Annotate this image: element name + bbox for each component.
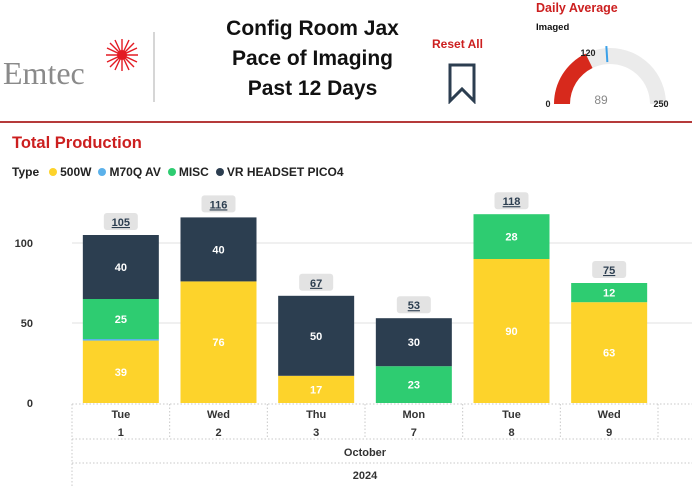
total-label: 67: [310, 278, 322, 290]
data-label: 12: [603, 288, 615, 300]
reset-all-button[interactable]: Reset All: [432, 37, 483, 51]
legend-item-vr-headset[interactable]: VR HEADSET PICO4: [215, 165, 344, 179]
title-line-2: Pace of Imaging: [231, 47, 394, 70]
header-divider: [153, 32, 155, 102]
total-label: 116: [210, 199, 228, 211]
bar-segment: [82, 340, 159, 403]
gauge-fill: [554, 53, 593, 104]
total-badge: [201, 195, 236, 213]
x-day-name-label: Wed: [207, 409, 230, 421]
x-day-name-label: Mon: [403, 409, 426, 421]
bar-segment: [375, 318, 452, 367]
bar-segment: [571, 302, 648, 403]
page-title: Config Room Jax Pace of Imaging Past 12 …: [190, 14, 435, 104]
total-production-chart: 0501003925401057640116175067233053902811…: [15, 192, 692, 487]
bar-segment: [82, 339, 159, 341]
bar-segment: [571, 283, 648, 303]
y-tick-label: 0: [27, 398, 33, 410]
data-label: 40: [115, 262, 127, 274]
bar-segment: [82, 299, 159, 339]
data-label: 30: [408, 337, 420, 349]
data-label: 50: [310, 331, 322, 343]
total-badge: [592, 261, 627, 278]
total-label: 105: [112, 217, 130, 229]
section-title: Total Production: [12, 134, 142, 152]
bookmark-icon[interactable]: [447, 62, 477, 104]
x-day-number-label: 3: [313, 427, 319, 439]
total-label: 53: [408, 300, 420, 312]
bar-segment: [278, 375, 355, 403]
gauge-min-label: 0: [545, 99, 550, 109]
bar-segment: [278, 295, 355, 376]
total-badge: [299, 273, 334, 291]
x-day-name-label: Tue: [111, 409, 130, 421]
chart-legend: Type 500W M70Q AV MISC VR HEADSET PICO4: [12, 165, 347, 179]
x-day-name-label: Wed: [598, 409, 621, 421]
x-year-label: 2024: [353, 470, 378, 482]
total-label: 118: [503, 196, 521, 208]
legend-text-500w: 500W: [60, 165, 92, 179]
total-label: 75: [603, 265, 615, 277]
bar-segment: [82, 235, 159, 299]
data-label: 63: [603, 348, 615, 360]
bar-segment: [375, 366, 452, 403]
bar-segment: [473, 259, 550, 403]
x-day-number-label: 7: [411, 427, 417, 439]
legend-dot-misc: [167, 168, 176, 176]
daily-average-gauge: 120 89 0 250: [545, 46, 669, 109]
x-day-number-label: 2: [215, 427, 221, 439]
legend-dot-m70q-av: [98, 168, 107, 176]
data-label: 17: [310, 384, 322, 396]
legend-dot-vr-headset: [215, 168, 224, 176]
data-label: 90: [505, 326, 517, 338]
data-label: 76: [212, 337, 224, 349]
y-tick-label: 50: [21, 318, 33, 330]
bar-segment: [180, 281, 257, 403]
legend-text-vr-headset: VR HEADSET PICO4: [226, 165, 344, 179]
header-separator: [0, 121, 692, 123]
legend-dot-500w: [49, 168, 58, 176]
title-line-3: Past 12 Days: [247, 77, 378, 100]
gauge-title: Daily Average: [536, 1, 618, 15]
gauge-subtitle: Imaged: [536, 22, 570, 33]
gauge-value-label: 89: [594, 93, 608, 107]
legend-item-misc[interactable]: MISC: [167, 165, 209, 179]
x-day-name-label: Tue: [502, 409, 521, 421]
logo-starburst-icon: [106, 39, 138, 71]
data-label: 25: [115, 314, 127, 326]
data-label: 40: [212, 244, 224, 256]
legend-item-500w[interactable]: 500W: [49, 165, 91, 179]
x-month-label: October: [344, 447, 387, 459]
x-day-number-label: 9: [606, 427, 612, 439]
data-label: 23: [408, 380, 420, 392]
x-day-name-label: Thu: [306, 409, 326, 421]
bar-segment: [180, 217, 257, 282]
gauge-target-marker: [605, 46, 609, 63]
bar-segment: [473, 214, 550, 259]
total-badge: [494, 192, 529, 210]
gauge-max-label: 250: [653, 99, 668, 109]
legend-text-misc: MISC: [178, 165, 209, 179]
company-logo-text: Emtec: [3, 55, 85, 91]
legend-label: Type: [12, 165, 40, 179]
x-day-number-label: 8: [508, 427, 514, 439]
data-label: 39: [115, 367, 127, 379]
gauge-target-label: 120: [580, 48, 595, 58]
x-day-number-label: 1: [118, 427, 124, 439]
title-line-1: Config Room Jax: [226, 17, 399, 40]
total-badge: [396, 296, 431, 314]
legend-text-m70q-av: M70Q AV: [109, 165, 161, 179]
legend-item-m70q-av[interactable]: M70Q AV: [98, 165, 161, 179]
y-tick-label: 100: [15, 238, 33, 250]
data-label: 28: [505, 232, 517, 244]
total-badge: [103, 213, 138, 230]
